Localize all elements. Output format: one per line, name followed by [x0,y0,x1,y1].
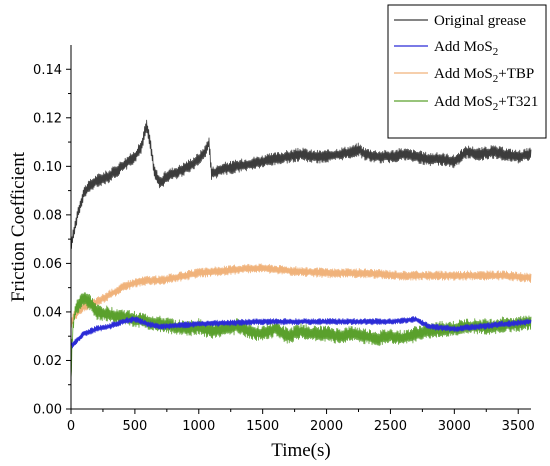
legend-label: Add MoS2+T321 [434,94,538,113]
legend-label-subscript: 2 [493,101,499,113]
legend-label-suffix: +TBP [498,66,534,82]
legend-label-main: Add MoS [434,94,493,110]
x-tick-label: 1500 [246,419,279,434]
series-layer [70,119,532,379]
x-ticks: 0 500 1000 1500 2000 2500 3000 3500 [67,409,535,434]
x-tick-label: 2500 [374,419,407,434]
legend-label-main: Original grease [434,13,526,29]
series-line-2 [70,316,532,349]
y-tick-label: 0.04 [33,305,62,320]
legend-label: Original grease [434,13,526,29]
y-tick-label: 0.10 [33,160,62,175]
legend-label: Add MoS2+TBP [434,66,534,85]
y-ticks: 0.00 0.02 0.04 0.06 0.08 0.10 0.12 0.14 [33,63,71,418]
y-tick-label: 0.08 [33,208,62,223]
x-tick-label: 2000 [310,419,343,434]
y-tick-label: 0.12 [33,111,62,126]
series-line-4 [70,292,532,379]
y-tick-label: 0.06 [33,257,62,272]
y-tick-label: 0.02 [33,354,62,369]
legend-label-subscript: 2 [493,73,499,85]
y-axis-title: Friction Coefficient [8,151,29,302]
series-line-1 [70,119,532,249]
x-tick-label: 3500 [502,419,535,434]
legend-label-main: Add MoS [434,66,493,82]
y-tick-label: 0.14 [33,63,62,78]
legend-label-main: Add MoS [434,39,493,55]
series-line-3 [70,263,532,328]
y-tick-label: 0.00 [33,403,62,418]
legend-label-suffix: +T321 [498,94,538,110]
x-tick-label: 0 [67,419,75,434]
x-tick-label: 3000 [438,419,471,434]
x-tick-label: 1000 [182,419,215,434]
legend-label: Add MoS2 [434,39,498,58]
x-tick-label: 500 [122,419,147,434]
legend-label-subscript: 2 [493,46,499,58]
legend-box [387,4,547,139]
x-axis-title: Time(s) [271,440,330,461]
